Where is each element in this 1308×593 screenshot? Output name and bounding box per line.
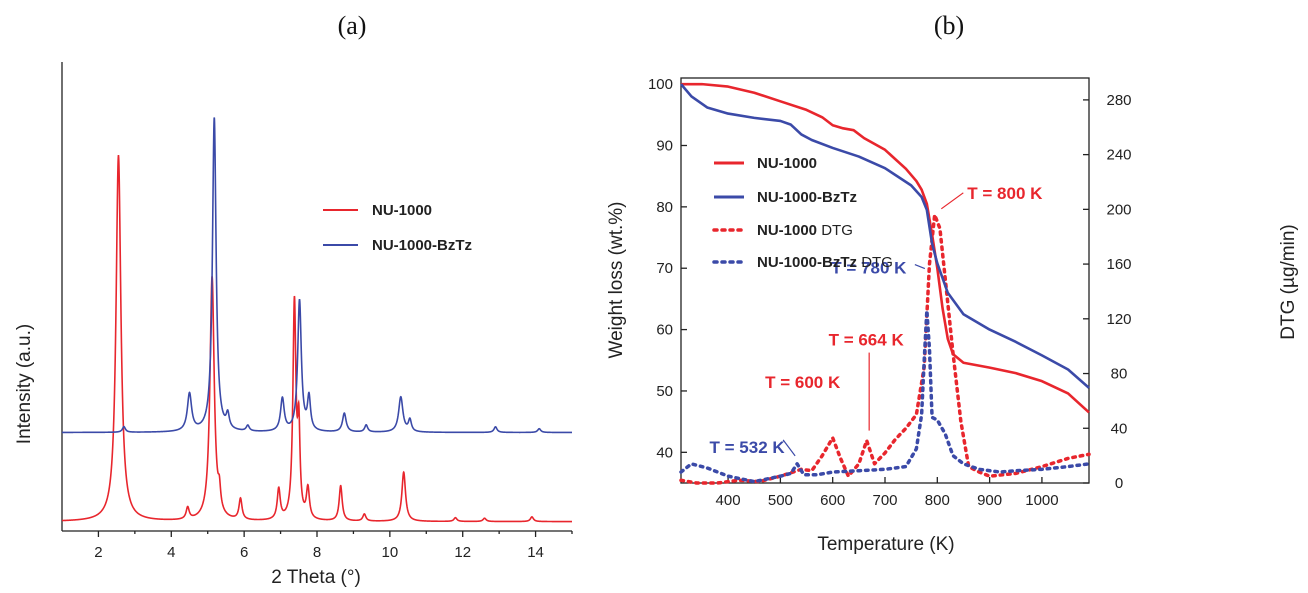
panel-a-x-tick-label: 14: [527, 544, 544, 561]
annotation-leader: [940, 192, 964, 210]
panel-b-x-tick-label: 1000: [1025, 492, 1058, 509]
panel-b-annotations: T = 800 K T = 780 K T = 664 K T = 600 K T = …: [710, 184, 1044, 457]
panel-b-y2-tick-label: 40: [1111, 420, 1128, 437]
series-line-nu-1000: [61, 154, 572, 523]
panel-b-y-tick-label: 40: [656, 444, 673, 461]
annotation-leader: [782, 439, 796, 457]
panel-b-series: [679, 82, 1091, 485]
panel-b-x-axis-title: Temperature (K): [817, 534, 954, 555]
panel-b-y2-tick-label: 280: [1106, 92, 1131, 109]
panel-b-y2-tick-label: 240: [1106, 147, 1131, 164]
panel-b-frame: [680, 77, 1090, 484]
annotation-label: T = 664 K: [829, 331, 905, 350]
panel-a-x-tick-label: 4: [167, 544, 175, 561]
panel-b-legend: NU-1000 NU-1000-BzTz NU-1000 DTG NU-1000…: [712, 155, 893, 271]
panel-b-y-tick-label: 70: [656, 260, 673, 277]
annotation-leader: [914, 264, 926, 270]
panel-a-x-tick-label: 6: [240, 544, 248, 561]
panel-b-label: (b): [934, 11, 964, 40]
panel-a-x-axis-title: 2 Theta (°): [271, 567, 361, 588]
panel-a-x-tick-label: 12: [454, 544, 471, 561]
panel-b-y-tick-label: 80: [656, 199, 673, 216]
series-line-nu-1000-bztz-dtg: [679, 308, 1091, 484]
legend-label-nu1000-tga: NU-1000: [757, 155, 817, 172]
legend-label-nu1000-bztz-dtg: NU-1000-BzTz DTG: [757, 254, 893, 271]
panel-b-y2-tick-label: 80: [1111, 366, 1128, 383]
panel-a-legend: NU-1000 NU-1000-BzTz: [323, 202, 472, 254]
panel-b-ticks: 400 500 600 700 800 900 1000405060708090100040…: [648, 76, 1132, 509]
panel-a-x-ticks: 2 4 6 8 10 12 14: [94, 531, 573, 561]
panel-a-x-tick-label: 2: [94, 544, 102, 561]
legend-label-nu1000-dtg: NU-1000 DTG: [757, 222, 853, 239]
panel-b-y2-tick-label: 200: [1106, 201, 1131, 218]
panel-b-y-axis-title: Weight loss (wt.%): [606, 202, 627, 359]
panel-b-x-tick-label: 600: [820, 492, 845, 509]
panel-a-series: [61, 117, 572, 523]
annotation-label: T = 600 K: [765, 373, 841, 392]
panel-a: (a) 2 Theta (°) Intensity (a.u.) 2 4 6 8 10 1…: [14, 11, 573, 588]
annotation-label: T = 780 K: [831, 259, 907, 278]
annotation-label: T = 532 K: [710, 438, 786, 457]
panel-b-y-tick-label: 50: [656, 383, 673, 400]
panel-a-y-axis-title: Intensity (a.u.): [14, 324, 35, 444]
series-line-nu-1000: [681, 82, 1090, 414]
panel-b-x-tick-label: 700: [872, 492, 897, 509]
panel-b-x-tick-label: 400: [716, 492, 741, 509]
annotation-label: T = 800 K: [967, 184, 1043, 203]
panel-a-x-tick-label: 8: [313, 544, 321, 561]
panel-b-x-tick-label: 900: [977, 492, 1002, 509]
panel-b-y-tick-label: 90: [656, 138, 673, 155]
panel-b-y-tick-label: 100: [648, 76, 673, 93]
legend-label-nu1000-bztz-tga: NU-1000-BzTz: [757, 189, 857, 206]
panel-b-y2-tick-label: 160: [1106, 256, 1131, 273]
panel-b-y-tick-label: 60: [656, 322, 673, 339]
legend-label-nu1000-bztz: NU-1000-BzTz: [372, 237, 472, 254]
series-line-nu-1000-bztz: [680, 83, 1090, 389]
panel-b-y2-tick-label: 0: [1115, 475, 1123, 492]
panel-a-x-tick-label: 10: [382, 544, 399, 561]
panel-b-x-tick-label: 800: [925, 492, 950, 509]
panel-b-x-tick-label: 500: [768, 492, 793, 509]
panel-b-y2-tick-label: 120: [1106, 311, 1131, 328]
panel-b-y2-axis-title: DTG (µg/min): [1278, 224, 1299, 339]
panel-b: (b) Temperature (K) Weight loss (wt.%) D…: [606, 11, 1299, 555]
panel-a-label: (a): [338, 11, 367, 40]
series-line-nu-1000-bztz: [62, 117, 572, 434]
legend-label-nu1000: NU-1000: [372, 202, 432, 219]
